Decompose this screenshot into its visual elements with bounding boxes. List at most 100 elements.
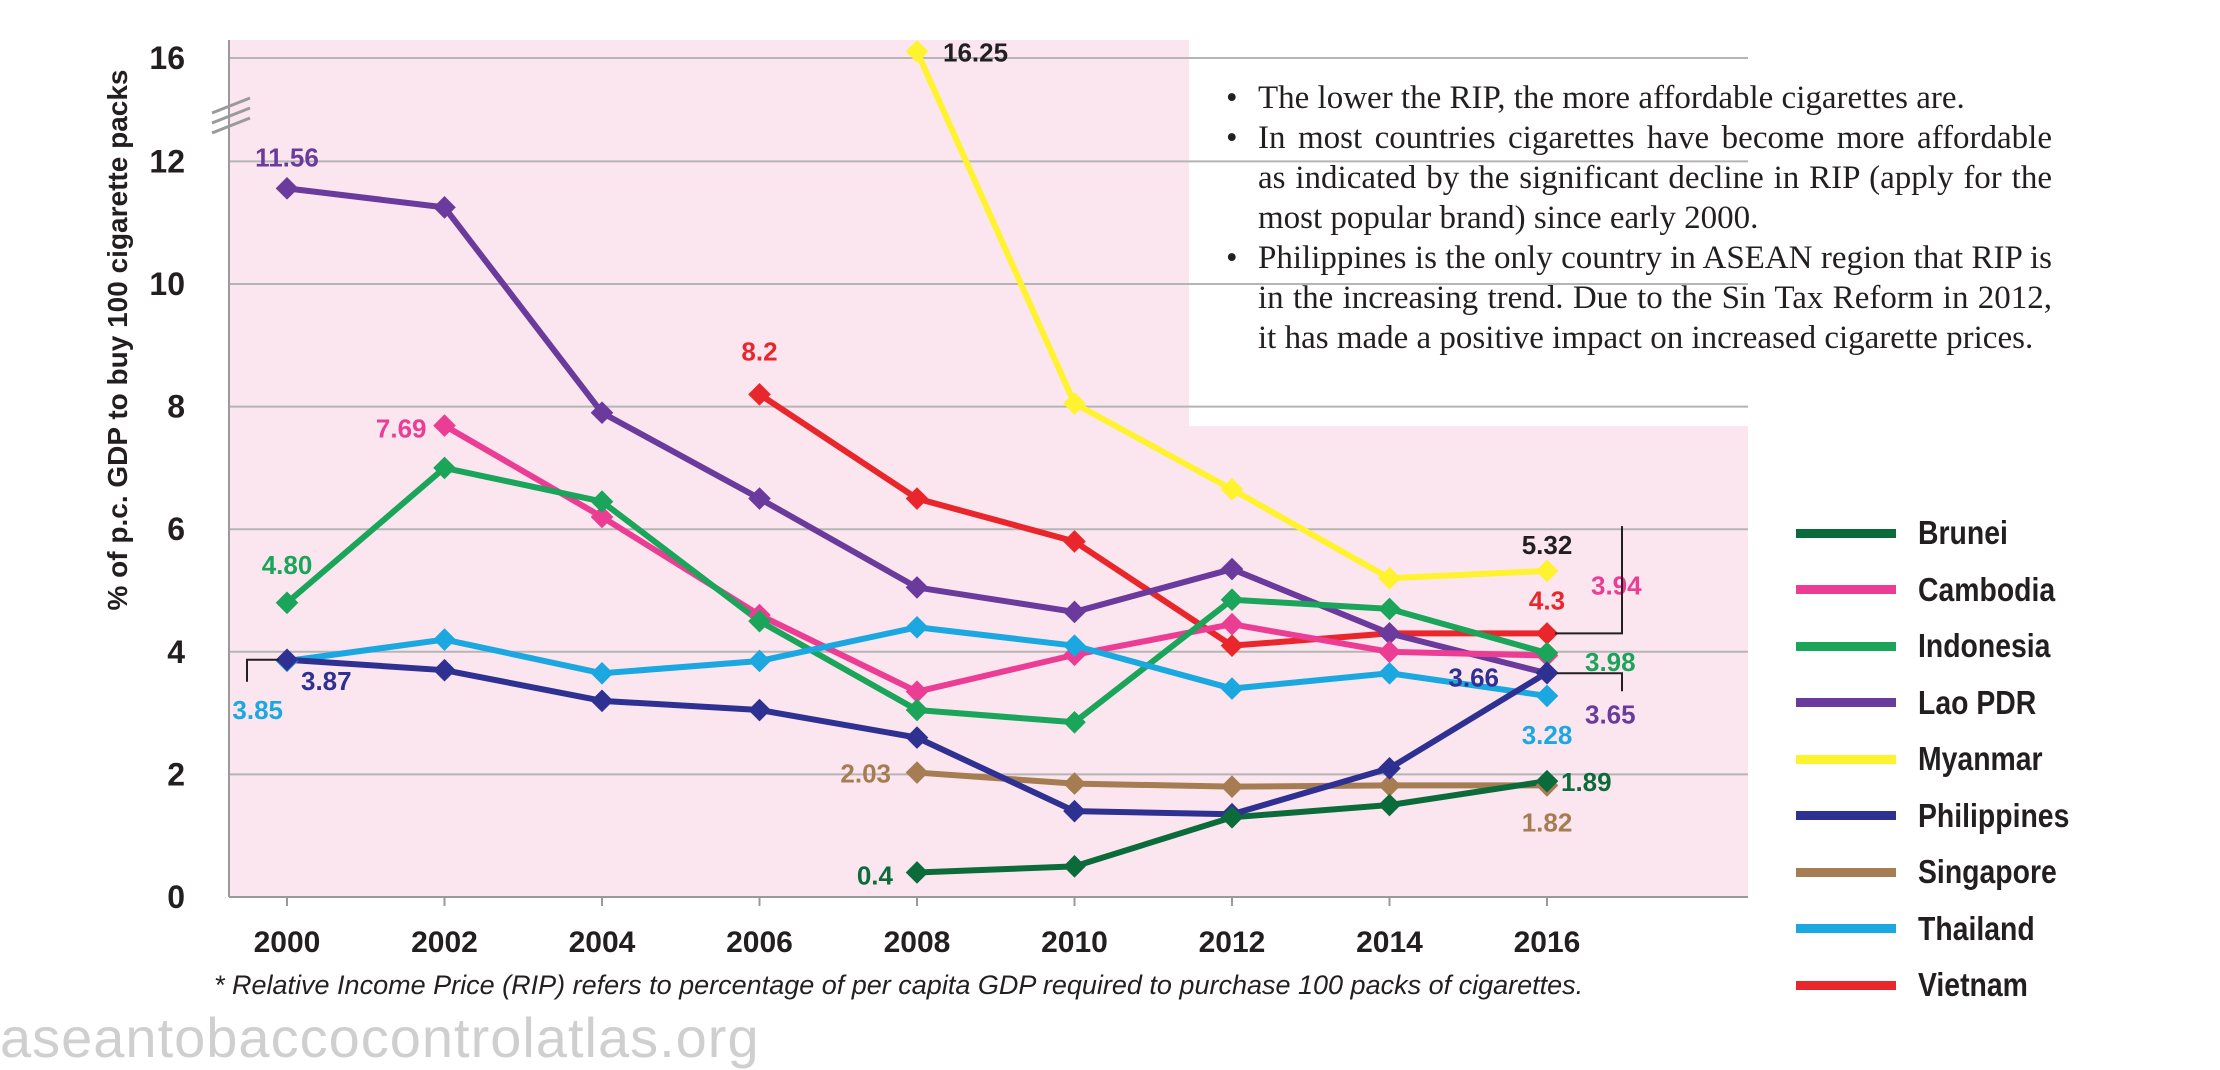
data-point-indonesia (1535, 641, 1559, 665)
y-tick-label: 10 (149, 266, 185, 302)
data-point-brunei (905, 861, 929, 884)
data-point-philippines (748, 698, 771, 722)
legend-swatch (1796, 924, 1896, 934)
x-tick-label: 2016 (1514, 926, 1581, 959)
data-label: 8.2 (741, 336, 777, 366)
data-point-myanmar (1535, 559, 1559, 583)
data-label: 4.80 (262, 550, 313, 580)
data-point-indonesia (433, 456, 456, 480)
data-point-myanmar (1220, 478, 1244, 501)
note-item: The lower the RIP, the more affordable c… (1222, 78, 2052, 118)
data-label: 3.94 (1591, 570, 1642, 600)
data-point-thailand (433, 628, 456, 651)
legend: Brunei Cambodia Indonesia Lao PDR Myanmar Phi… (1796, 505, 2094, 1014)
legend-swatch (1796, 754, 1896, 764)
data-point-indonesia (1378, 597, 1401, 621)
data-point-lao-pdr (1220, 557, 1244, 581)
data-point-cambodia (1220, 612, 1244, 636)
data-point-myanmar (1378, 566, 1401, 590)
data-point-brunei (1535, 769, 1559, 793)
plot-background (1189, 426, 1748, 897)
data-point-philippines (1535, 661, 1559, 684)
legend-swatch (1796, 867, 1896, 877)
data-point-lao-pdr (748, 487, 771, 510)
data-point-vietnam (1063, 530, 1086, 553)
legend-label: Myanmar (1918, 740, 2043, 778)
data-label: 0.4 (857, 860, 894, 890)
data-point-thailand (1535, 684, 1559, 708)
axis-break-mark (211, 96, 251, 115)
data-label: 4.3 (1529, 585, 1565, 615)
data-label: 16.25 (943, 38, 1008, 68)
data-label: 3.87 (301, 666, 352, 696)
data-point-thailand (1063, 634, 1086, 657)
data-point-indonesia (1063, 710, 1086, 734)
data-point-vietnam (1220, 634, 1244, 657)
leader-line (246, 658, 279, 682)
x-tick-label: 2006 (726, 926, 793, 959)
axis-break-mark (211, 116, 251, 135)
data-point-lao-pdr (905, 576, 929, 599)
data-point-brunei (1220, 805, 1244, 829)
data-point-lao-pdr (590, 401, 614, 425)
data-point-philippines (590, 689, 614, 713)
legend-swatch (1796, 641, 1896, 651)
data-point-indonesia (905, 698, 929, 722)
legend-label: Philippines (1918, 796, 2070, 834)
data-point-thailand (1220, 677, 1244, 700)
data-label: 5.32 (1522, 530, 1573, 560)
data-point-thailand (905, 615, 929, 639)
data-point-vietnam (905, 487, 929, 510)
x-tick-label: 2008 (884, 926, 951, 959)
data-point-philippines (275, 648, 299, 672)
x-tick-label: 2002 (411, 926, 478, 959)
data-label: 1.82 (1522, 807, 1573, 837)
leader-line (1557, 672, 1623, 692)
data-label: 11.56 (255, 142, 319, 172)
x-tick-label: 2010 (1041, 926, 1108, 959)
data-label: 7.69 (376, 414, 427, 444)
leader-line (1555, 526, 1623, 635)
legend-item: Indonesia (1796, 618, 2094, 675)
legend-item: Myanmar (1796, 731, 2094, 788)
data-point-lao-pdr (1063, 600, 1086, 624)
x-tick-label: 2004 (569, 926, 636, 959)
data-point-cambodia (905, 680, 929, 703)
data-point-brunei (1063, 855, 1086, 878)
data-point-singapore (1378, 774, 1401, 797)
y-tick-label: 12 (149, 143, 185, 179)
y-tick-label: 2 (167, 756, 185, 792)
legend-item: Lao PDR (1796, 675, 2094, 732)
data-point-cambodia (1378, 640, 1401, 664)
legend-item: Vietnam (1796, 957, 2094, 1014)
legend-swatch (1796, 811, 1896, 821)
data-point-myanmar (1063, 392, 1086, 415)
data-point-lao-pdr (1378, 622, 1401, 645)
data-point-cambodia (590, 505, 614, 529)
y-tick-label: 8 (167, 389, 185, 425)
watermark: aseantobaccocontrolatlas.org (0, 1006, 760, 1069)
legend-item: Philippines (1796, 788, 2094, 845)
notes-list: The lower the RIP, the more affordable c… (1222, 78, 2052, 358)
legend-label: Cambodia (1918, 570, 2056, 608)
axis-break-mark (211, 106, 251, 125)
data-label: 3.66 (1448, 663, 1499, 693)
footnote: * Relative Income Price (RIP) refers to … (214, 970, 1584, 1000)
data-point-indonesia (275, 591, 299, 615)
data-label: 3.85 (232, 695, 283, 725)
note-item: Philippines is the only country in ASEAN… (1222, 238, 2052, 358)
legend-item: Cambodia (1796, 562, 2094, 619)
data-point-philippines (1378, 756, 1401, 780)
data-point-philippines (1063, 799, 1086, 823)
legend-swatch (1796, 585, 1896, 595)
legend-item: Brunei (1796, 505, 2094, 562)
y-tick-label: 0 (167, 879, 185, 915)
legend-label: Singapore (1918, 853, 2057, 891)
data-label: 3.65 (1585, 699, 1636, 729)
legend-label: Vietnam (1918, 966, 2028, 1004)
legend-swatch (1796, 528, 1896, 538)
data-point-vietnam (748, 383, 771, 406)
legend-swatch (1796, 980, 1896, 990)
legend-label: Brunei (1918, 514, 2008, 552)
